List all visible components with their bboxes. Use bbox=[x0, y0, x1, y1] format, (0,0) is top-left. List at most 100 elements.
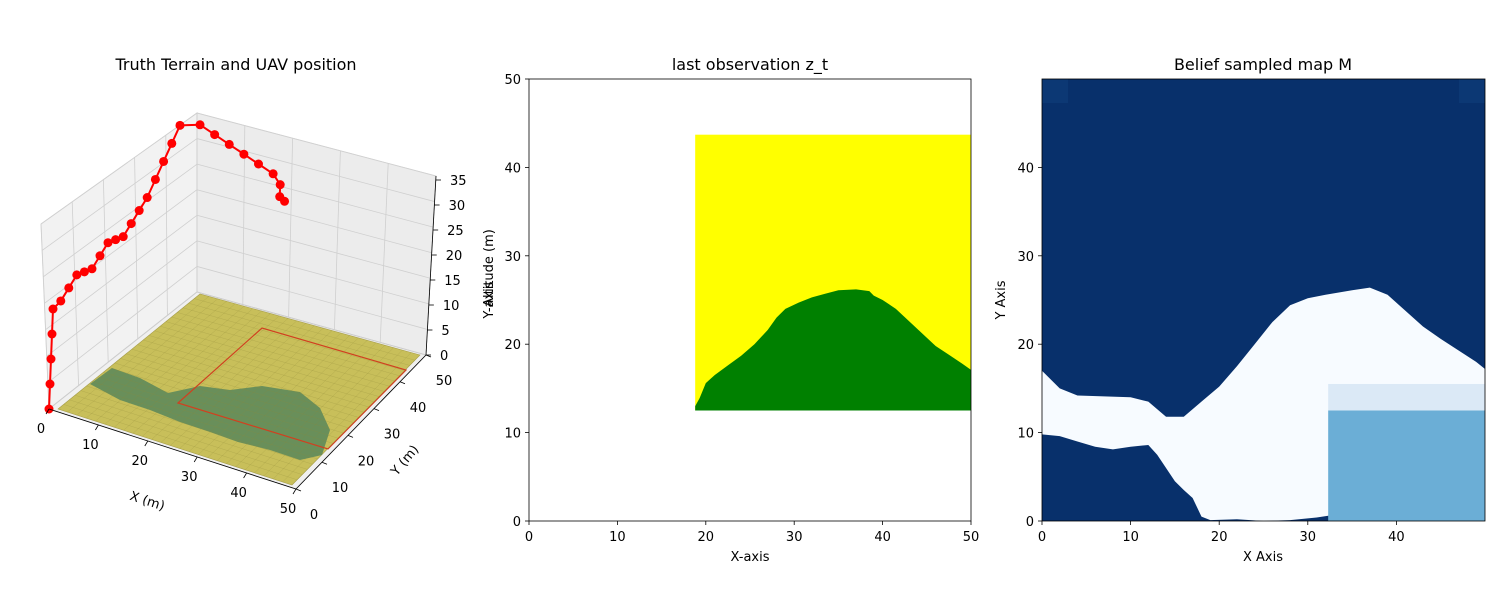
pane-grid-line bbox=[196, 266, 428, 330]
observation-panel: last observation z_t 0 10 20 30 40 50 0 10 20 30… bbox=[482, 55, 979, 565]
trajectory-point bbox=[254, 159, 263, 169]
y-axis-label: Y Axis bbox=[994, 280, 1009, 320]
y-tick-labels: 0 10 20 30 40 50 bbox=[504, 73, 529, 530]
x-tick-mark bbox=[243, 472, 247, 479]
trajectory-point bbox=[195, 120, 205, 130]
z-tick-label: 30 bbox=[449, 199, 466, 214]
mesh-line bbox=[132, 313, 271, 434]
mesh-line bbox=[148, 335, 374, 403]
mesh-line bbox=[235, 340, 368, 467]
x-tick-label: 0 bbox=[525, 530, 533, 545]
mesh-line bbox=[226, 337, 359, 464]
trajectory-point bbox=[224, 139, 234, 149]
mesh-line bbox=[67, 296, 209, 413]
uav-trajectory bbox=[44, 120, 290, 414]
mesh-line bbox=[109, 367, 339, 439]
z-tick-label: 0 bbox=[440, 349, 448, 364]
trajectory-point bbox=[268, 169, 278, 179]
trajectory-point bbox=[79, 267, 89, 277]
z-tick-label: 15 bbox=[444, 274, 461, 289]
belief-corner-patch-right bbox=[1459, 79, 1485, 103]
y-tick-label: 40 bbox=[410, 401, 427, 416]
mesh-line bbox=[123, 310, 262, 431]
pane-grid-line bbox=[47, 266, 198, 383]
trajectory-point bbox=[159, 156, 169, 166]
pane-grid-line bbox=[45, 214, 198, 331]
mesh-line bbox=[179, 325, 315, 449]
belief-pale-band bbox=[1328, 383, 1485, 411]
trajectory-point bbox=[95, 251, 105, 261]
pane-grid-line bbox=[196, 112, 437, 177]
trajectory-point bbox=[72, 270, 82, 280]
y-tick-label: 0 bbox=[310, 508, 318, 523]
trajectory-point bbox=[134, 206, 144, 216]
pane-grid-line bbox=[40, 112, 198, 225]
trajectory-point bbox=[45, 379, 55, 389]
pane-grid-line bbox=[196, 189, 432, 254]
z-tick-label: 25 bbox=[447, 224, 464, 239]
trajectory-point bbox=[64, 283, 74, 293]
terrain-mesh bbox=[63, 296, 415, 483]
mesh-line bbox=[188, 327, 324, 452]
x-tick-mark bbox=[144, 440, 149, 447]
mesh-line bbox=[137, 344, 364, 413]
mesh-line bbox=[273, 349, 403, 480]
x-tick-label: 40 bbox=[874, 530, 891, 545]
mesh-line bbox=[95, 303, 236, 422]
mesh-line bbox=[282, 352, 412, 483]
x-tick-label: 30 bbox=[786, 530, 803, 545]
y-tick-label: 30 bbox=[1017, 250, 1034, 265]
mesh-line bbox=[103, 371, 334, 444]
pane-grid-line bbox=[134, 157, 139, 339]
observation-title: last observation z_t bbox=[672, 55, 828, 75]
y-tick-mark bbox=[321, 461, 328, 465]
y-tick-label: 0 bbox=[513, 515, 521, 530]
x-tick-label: 50 bbox=[280, 502, 297, 517]
observation-frame bbox=[528, 78, 972, 522]
pane-grid-line bbox=[71, 201, 79, 386]
trajectory-point bbox=[275, 180, 285, 190]
x-tick-label: 0 bbox=[1038, 530, 1046, 545]
trajectory-point bbox=[111, 235, 121, 245]
terrain-3d-title: Truth Terrain and UAV position bbox=[114, 55, 356, 74]
y-tick-labels: 0 10 20 30 40 50 bbox=[295, 354, 453, 523]
y-tick-label: 40 bbox=[1017, 161, 1034, 176]
mesh-line bbox=[143, 339, 369, 408]
trajectory-point bbox=[46, 354, 56, 364]
y-tick-label: 20 bbox=[504, 338, 521, 353]
mesh-line bbox=[92, 381, 323, 455]
mesh-line bbox=[171, 316, 395, 382]
x-tick-label: 20 bbox=[698, 530, 715, 545]
x-axis-label: X-axis bbox=[731, 550, 770, 565]
pane-grid-line bbox=[196, 163, 434, 228]
y-tick-label: 50 bbox=[436, 374, 453, 389]
y-tick-mark bbox=[373, 408, 380, 411]
y-tick-labels: 0 10 20 30 40 bbox=[1017, 161, 1042, 530]
mesh-line bbox=[165, 321, 390, 387]
mesh-line bbox=[177, 312, 400, 377]
x-tick-label: 40 bbox=[230, 486, 247, 501]
mesh-line bbox=[80, 390, 313, 465]
mesh-line bbox=[126, 353, 354, 423]
pane-grid-line bbox=[288, 138, 293, 318]
trajectory-point bbox=[48, 304, 58, 314]
trajectory-point bbox=[103, 238, 113, 248]
x-tick-label: 50 bbox=[963, 530, 980, 545]
mesh-line bbox=[69, 399, 303, 475]
z-axis-line bbox=[425, 175, 437, 356]
mesh-line bbox=[198, 330, 333, 455]
mesh-line bbox=[245, 342, 377, 470]
trajectory-point bbox=[47, 329, 57, 339]
pane-grid-line bbox=[196, 214, 431, 279]
z-tick-label: 35 bbox=[450, 174, 467, 189]
trajectory-point bbox=[126, 219, 136, 229]
pane-grid-line bbox=[165, 135, 168, 316]
trajectory-point bbox=[175, 120, 185, 130]
mesh-line bbox=[194, 298, 415, 361]
pane-grid-line bbox=[46, 240, 198, 357]
y-tick-label: 10 bbox=[332, 481, 349, 496]
trajectory-point bbox=[150, 174, 160, 184]
y-tick-label: 30 bbox=[384, 428, 401, 443]
z-tick-label: 20 bbox=[446, 249, 463, 264]
y-tick-mark bbox=[347, 435, 354, 438]
